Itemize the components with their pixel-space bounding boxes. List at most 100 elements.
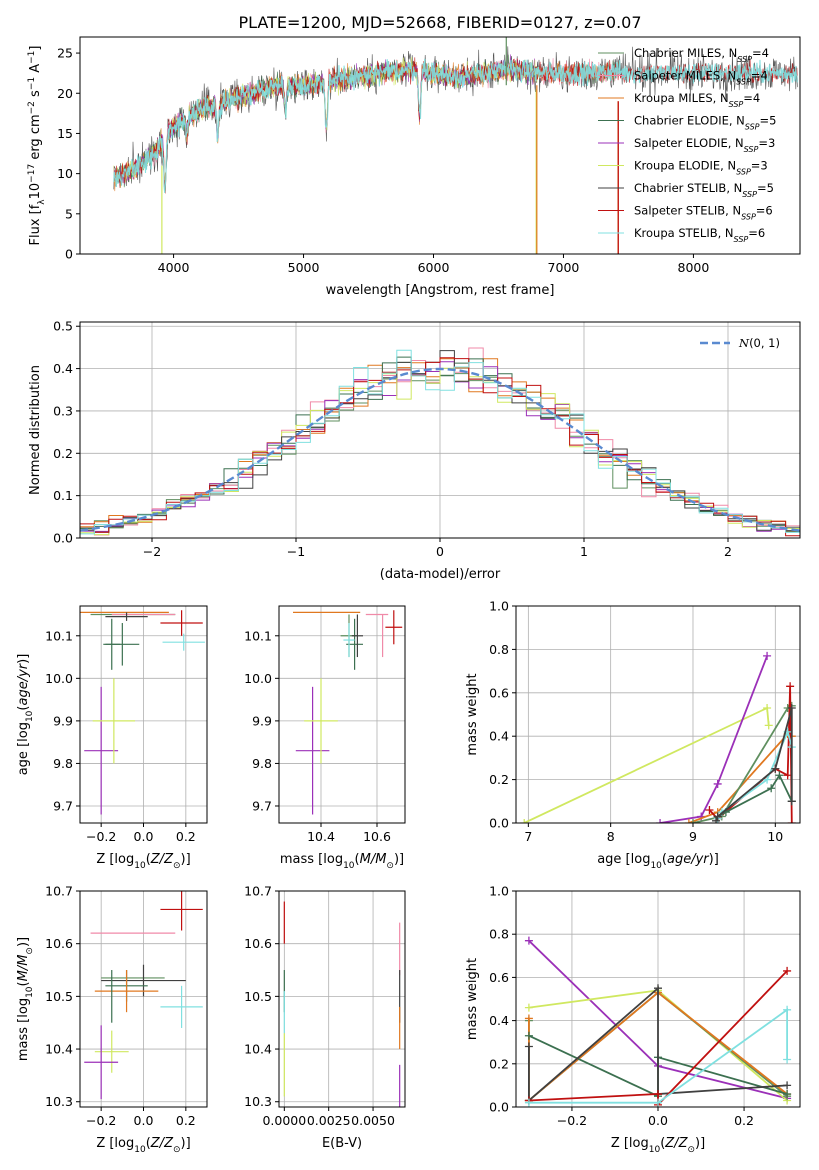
legend-val: =5 <box>760 114 777 128</box>
y-tick-label: 0.4 <box>53 361 73 376</box>
y-tick-label: 0.4 <box>489 1013 509 1028</box>
y-tick-label: 0.8 <box>489 642 509 657</box>
histograms <box>80 347 800 537</box>
y-tick-label: 10.1 <box>45 628 73 643</box>
label-part: M/M <box>360 852 387 867</box>
series-marker <box>524 936 533 945</box>
data-point <box>160 891 203 931</box>
label-part: )] <box>16 654 31 664</box>
series-line-chabrier-elodie <box>717 773 793 818</box>
axes-massweight-vs-Z: −0.2 0.0 0.2 0.0 0.2 0.4 0.6 0.8 1.0 Z [log10(Z/Z… <box>465 884 801 1155</box>
x-tick-label: −0.2 <box>86 1113 116 1128</box>
plot-frame <box>278 605 406 824</box>
label-part: )] <box>695 1136 705 1151</box>
legend-val: =4 <box>751 69 768 83</box>
x-axis-label: (data-model)/error <box>380 567 501 582</box>
x-axis-label: wavelength [Angstrom, rest frame] <box>326 283 555 298</box>
label-part: )] <box>16 937 31 947</box>
series-marker <box>656 819 665 823</box>
series-marker <box>763 775 772 784</box>
label-part: 10 <box>134 861 146 871</box>
series-marker <box>524 1014 533 1023</box>
label-part: age [log <box>597 852 650 867</box>
label-part: ] <box>28 46 43 51</box>
legend-sub: SSP <box>736 167 751 176</box>
x-tick-label: −1 <box>287 544 305 559</box>
legend-sub: SSP <box>729 100 744 109</box>
series-marker <box>771 764 780 773</box>
y-axis-label: mass weight <box>465 958 480 1040</box>
series-marker <box>713 812 722 821</box>
label-part: Z/Z <box>664 1136 688 1151</box>
label-part: −17 <box>27 164 37 183</box>
legend-entry: Salpeter ELODIE, NSSP=3 <box>634 136 775 154</box>
y-tick-label: 10.3 <box>45 1094 73 1109</box>
legend-sub: SSP <box>744 145 759 154</box>
x-axis-label: Z [log10(Z/Z⊙)] <box>96 1136 190 1155</box>
series-marker <box>783 1055 792 1064</box>
label-part: ⊙ <box>687 1145 695 1155</box>
label-part: 10 <box>134 1145 146 1155</box>
y-tick-label: 10.5 <box>45 989 73 1004</box>
x-tick-label: 0.2 <box>176 1113 196 1128</box>
x-tick-label: 6000 <box>418 260 450 275</box>
y-tick-label: 9.7 <box>252 798 272 813</box>
series-marker <box>520 819 529 823</box>
legend-val: (0, 1) <box>749 336 780 350</box>
data-point <box>94 1030 129 1073</box>
legend-val: =3 <box>758 136 775 150</box>
y-axis-label: age [log10(age/yr)] <box>16 654 35 776</box>
legend-text: Chabrier ELODIE, N <box>634 114 745 128</box>
y-tick-label: 20 <box>57 86 73 101</box>
legend-sub: SSP <box>745 122 760 131</box>
x-tick-label: 0 <box>436 544 444 559</box>
legend-text: Kroupa STELIB, N <box>634 226 734 240</box>
y-tick-label: 9.8 <box>53 756 73 771</box>
series-line-kroupa-miles <box>688 732 793 823</box>
x-axis-label: mass [log10(M/M⊙)] <box>280 852 404 871</box>
label-part: 10 <box>25 710 35 722</box>
legend-val: =4 <box>752 46 769 60</box>
data-point <box>162 633 205 651</box>
y-tick-label: 10.3 <box>244 1094 272 1109</box>
label-part: mass [log <box>16 998 31 1061</box>
x-tick-label: 2 <box>724 544 732 559</box>
data-point <box>304 678 338 764</box>
series-marker <box>787 797 796 806</box>
label-part: )] <box>394 852 404 867</box>
label-part: ( <box>660 1136 665 1151</box>
series-marker <box>783 1090 792 1099</box>
x-tick-label: 0.2 <box>176 829 196 844</box>
figure-title: PLATE=1200, MJD=52668, FIBERID=0127, z=0… <box>238 13 641 32</box>
legend: N(0, 1) <box>700 336 780 350</box>
y-tick-label: 10.6 <box>244 936 272 951</box>
series-marker <box>684 819 693 823</box>
y-tick-label: 9.9 <box>53 713 73 728</box>
legend-entry: Chabrier ELODIE, NSSP=5 <box>634 114 776 132</box>
x-tick-label: 7000 <box>548 260 580 275</box>
data-point <box>92 678 136 764</box>
label-part: ( <box>146 1136 151 1151</box>
label-part: age/yr <box>667 852 710 867</box>
label-part: Z/Z <box>150 1136 174 1151</box>
x-tick-label: 8 <box>607 829 615 844</box>
legend-entry: Salpeter MILES, NSSP=4 <box>634 69 768 87</box>
spectrum-line-kroupa-stelib <box>113 58 798 193</box>
series-marker <box>705 805 714 814</box>
legend-entry: N(0, 1) <box>738 336 780 350</box>
label-part: ⊙ <box>173 861 181 871</box>
data-point <box>84 686 119 815</box>
label-part: 10 <box>28 183 43 200</box>
axes-age-vs-Z: −0.2 0.0 0.29.79.89.910.010.1Z [log10(Z/Z⊙… <box>16 605 208 871</box>
x-tick-label: 7 <box>524 829 532 844</box>
hist-kroupa-stelib <box>80 349 800 536</box>
legend-entry: Salpeter STELIB, NSSP=6 <box>634 204 773 222</box>
y-tick-label: 10.5 <box>244 989 272 1004</box>
series-marker <box>654 984 662 993</box>
y-tick-label: 0.8 <box>489 927 509 942</box>
data-point <box>94 970 159 1013</box>
y-tick-label: 0.2 <box>489 1056 509 1071</box>
x-tick-label: 5000 <box>288 260 320 275</box>
label-part: 10 <box>649 1145 661 1155</box>
label-part: −1 <box>27 77 37 90</box>
